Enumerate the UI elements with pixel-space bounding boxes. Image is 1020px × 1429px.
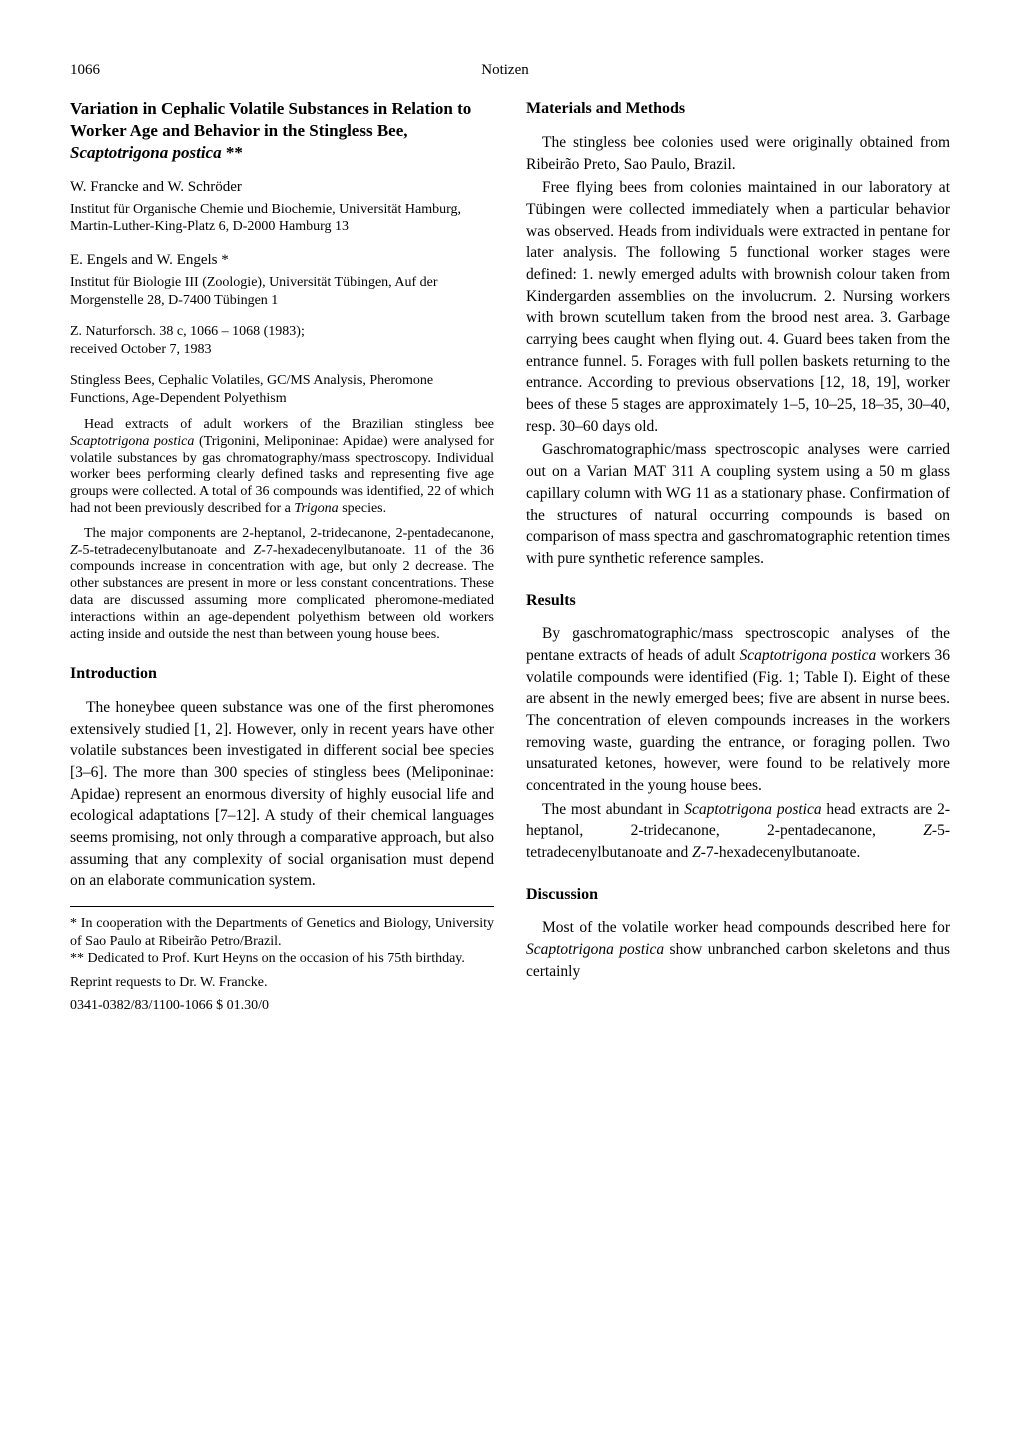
title-text: Variation in Cephalic Volatile Substance… [70,99,471,140]
page-number: 1066 [70,60,100,80]
two-column-layout: Variation in Cephalic Volatile Substance… [70,98,950,1015]
methods-heading: Materials and Methods [526,98,950,120]
results-text: -7-hexa­decenylbutanoate. [701,844,861,861]
left-column: Variation in Cephalic Volatile Substance… [70,98,494,1015]
results-text: The most abundant in [542,801,684,818]
footnote-divider [70,906,494,907]
header-spacer [910,60,950,80]
affiliation-1: Institut für Organische Chemie und Bioch… [70,201,494,236]
abstract-z2: Z [253,543,261,558]
journal-line-1: Z. Naturforsch. 38 c, 1066 – 1068 (1983)… [70,324,305,339]
authors-group-1: W. Francke and W. Schröder [70,177,494,197]
abstract-text: -5-tetradecenylbutanoate and [78,543,254,558]
authors-group-2: E. Engels and W. Engels * [70,250,494,270]
results-species: Scaptotrigona postica [684,801,821,818]
methods-paragraph-3: Gaschromatographic/mass spectroscopic an… [526,439,950,569]
abstract-paragraph-2: The major components are 2-heptanol, 2-t… [70,526,494,644]
footnote-2: ** Dedicated to Prof. Kurt Heyns on the … [70,950,494,968]
methods-paragraph-1: The stingless bee colonies used were ori… [526,132,950,175]
header-center-text: Notizen [100,60,910,80]
introduction-paragraph: The honeybee queen substance was one of … [70,697,494,892]
affiliation-2: Institut für Biologie III (Zoologie), Un… [70,274,494,309]
results-paragraph-2: The most abundant in Scaptotrigona posti… [526,799,950,864]
abstract-text: Head extracts of adult workers of the Br… [84,417,494,432]
reprint-request: Reprint requests to Dr. W. Francke. [70,974,494,993]
abstract-species-1: Scaptotrigona postica [70,434,194,449]
abstract-text: The major components are 2-heptanol, 2-t… [84,526,494,541]
title-suffix: ** [222,143,243,162]
abstract-text: species. [339,501,386,516]
results-text: workers 36 volatile compounds were ident… [526,647,950,794]
abstract-paragraph-1: Head extracts of adult workers of the Br… [70,417,494,518]
results-species: Scaptotrigona postica [739,647,876,664]
right-column: Materials and Methods The stingless bee … [526,98,950,1015]
abstract-z1: Z [70,543,78,558]
abstract-species-2: Trigona [294,501,338,516]
footnote-1: * In cooperation with the Departments of… [70,915,494,950]
article-title: Variation in Cephalic Volatile Substance… [70,98,494,164]
keywords: Stingless Bees, Cephalic Volatiles, GC/M… [70,372,494,407]
discussion-heading: Discussion [526,884,950,906]
results-z1: Z [923,822,932,839]
page-header: 1066 Notizen [70,60,950,80]
results-paragraph-1: By gaschromatographic/mass spectroscopic… [526,623,950,797]
results-z2: Z [692,844,701,861]
discussion-species: Scaptotrigona postica [526,941,664,958]
results-heading: Results [526,590,950,612]
discussion-text: Most of the volatile worker head compoun… [542,919,950,936]
discussion-paragraph-1: Most of the volatile worker head compoun… [526,917,950,982]
journal-citation: Z. Naturforsch. 38 c, 1066 – 1068 (1983)… [70,323,494,358]
title-species: Scaptotrigona postica [70,143,222,162]
methods-paragraph-2: Free flying bees from colonies maintaine… [526,177,950,437]
journal-line-2: received October 7, 1983 [70,342,212,357]
issn-line: 0341-0382/83/1100-1066 $ 01.30/0 [70,997,494,1016]
introduction-heading: Introduction [70,663,494,685]
